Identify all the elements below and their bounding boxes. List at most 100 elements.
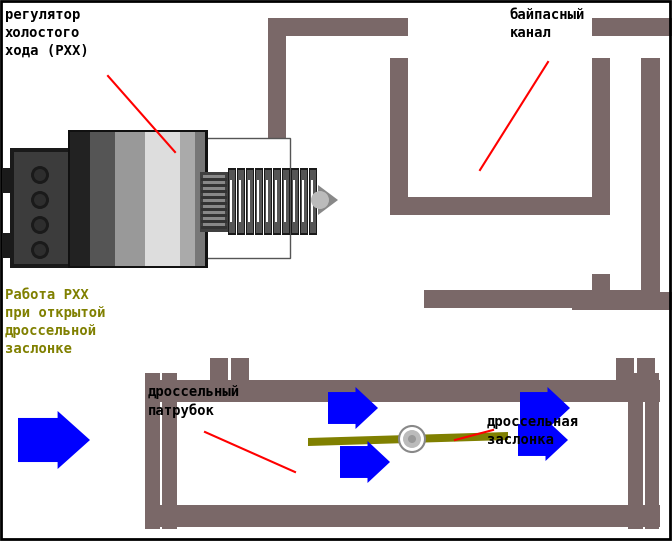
Polygon shape [230,180,232,222]
Polygon shape [282,168,290,235]
Bar [616,358,634,382]
Polygon shape [310,170,316,233]
Bar [592,18,610,215]
Circle shape [34,194,46,206]
Polygon shape [265,170,271,233]
Circle shape [311,191,329,209]
Bar [145,373,160,529]
Circle shape [31,191,49,209]
Bar [201,190,227,193]
Polygon shape [237,168,245,235]
Circle shape [399,426,425,452]
Circle shape [31,216,49,234]
Bar [286,36,390,166]
Circle shape [34,219,46,231]
Circle shape [34,169,46,181]
Polygon shape [301,170,307,233]
Polygon shape [293,180,295,222]
Polygon shape [255,168,263,235]
Circle shape [408,435,416,443]
Bar [201,226,227,229]
Bar [424,290,659,308]
Bar [642,18,672,310]
Text: байпасный
канал: байпасный канал [510,8,585,40]
Polygon shape [292,170,298,233]
Circle shape [403,430,421,448]
Circle shape [31,166,49,184]
Text: дроссельный
патрубок: дроссельный патрубок [148,385,240,418]
Bar [268,18,659,36]
Text: Работа РХХ
при открытой
дроссельной
заслонке: Работа РХХ при открытой дроссельной засл… [5,288,106,355]
Bar [390,18,408,215]
Bar [203,175,225,229]
Polygon shape [284,180,286,222]
Bar [115,132,145,266]
Bar [201,196,227,199]
Bar [637,358,655,382]
Bar [200,172,228,232]
Bar [200,138,290,258]
Polygon shape [238,170,244,233]
Polygon shape [273,168,281,235]
Bar [201,214,227,217]
Bar [641,18,659,308]
Bar [68,130,208,268]
Text: дроссельная
заслонка: дроссельная заслонка [487,415,579,447]
Bar [90,132,115,266]
Bar [390,197,610,215]
Bar [177,375,660,505]
Polygon shape [229,170,235,233]
Polygon shape [300,168,308,235]
Polygon shape [248,180,250,222]
Polygon shape [302,180,304,222]
Bar [3,168,14,193]
Bar [268,18,286,178]
Bar [572,274,642,310]
Bar [145,505,660,527]
Bar [210,358,228,382]
Polygon shape [18,411,90,469]
Polygon shape [228,168,236,235]
Bar [645,373,659,529]
Polygon shape [311,180,313,222]
Polygon shape [318,185,338,215]
Bar [408,18,592,197]
Polygon shape [309,168,317,235]
Bar [3,233,14,258]
Polygon shape [256,170,262,233]
Polygon shape [340,441,390,483]
Bar [180,132,195,266]
Polygon shape [283,170,289,233]
Bar [14,152,68,264]
Polygon shape [266,180,268,222]
Bar [231,358,249,382]
Bar [268,18,660,58]
Bar [201,202,227,205]
Polygon shape [239,180,241,222]
Polygon shape [291,168,299,235]
Polygon shape [308,432,508,446]
Bar [201,184,227,187]
Polygon shape [247,170,253,233]
Polygon shape [264,168,272,235]
Bar [286,36,660,58]
Bar [201,178,227,181]
Bar [70,132,90,266]
Polygon shape [246,168,254,235]
Bar [610,36,641,290]
Polygon shape [257,180,259,222]
Bar [10,148,72,268]
Polygon shape [518,419,568,461]
Bar [162,373,177,529]
Polygon shape [274,170,280,233]
Polygon shape [328,387,378,429]
Bar [201,220,227,223]
Bar [145,380,660,402]
Circle shape [31,241,49,259]
Polygon shape [275,180,277,222]
Bar [195,132,205,266]
Bar [145,132,180,266]
Bar [201,208,227,211]
Bar [660,36,672,292]
Text: регулятор
холостого
хода (РХХ): регулятор холостого хода (РХХ) [5,8,89,58]
